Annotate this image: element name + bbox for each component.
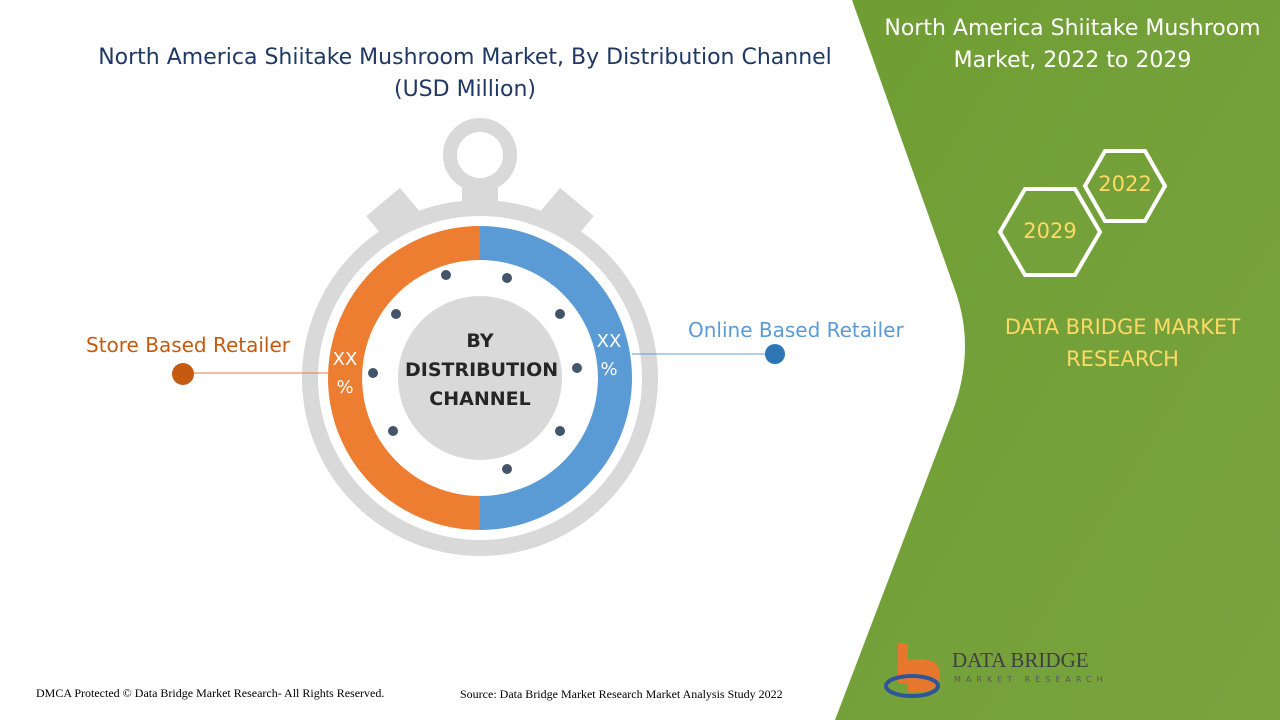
segment-label: Store Based Retailer xyxy=(86,333,291,357)
logo-swoosh xyxy=(884,674,940,698)
side-button xyxy=(538,187,594,243)
connector-dot-online xyxy=(765,344,785,364)
center-disc xyxy=(398,296,562,460)
side-panel-bg xyxy=(835,0,1280,720)
dial-dots xyxy=(368,270,582,474)
segment-store xyxy=(328,226,480,530)
segment-label: Online Based Retailer xyxy=(688,318,904,342)
connector-dot-store xyxy=(172,363,194,385)
logo-name: DATA BRIDGE xyxy=(952,648,1089,672)
title: North America Shiitake Mushroom Market, … xyxy=(98,45,832,102)
year: 2029 xyxy=(1023,219,1077,243)
year: 2022 xyxy=(1098,172,1152,196)
copyright: DMCA Protected © Data Bridge Market Rese… xyxy=(36,686,385,700)
center-label: BY DISTRIBUTION CHANNEL xyxy=(405,330,559,410)
source: Source: Data Bridge Market Research Mark… xyxy=(460,687,783,701)
segment-value: XX % xyxy=(332,349,358,398)
crown-ring xyxy=(443,118,517,192)
side-button xyxy=(366,187,422,243)
logo-icon xyxy=(898,643,908,683)
logo-tagline: MARKET RESEARCH xyxy=(954,675,1108,684)
brand: DATA BRIDGE MARKET RESEARCH xyxy=(1004,315,1241,371)
side-title: North America Shiitake Mushroom Market, … xyxy=(884,16,1261,73)
segment-online xyxy=(480,226,632,530)
hexagon xyxy=(997,187,1103,277)
segment-value: XX % xyxy=(596,331,622,380)
hexagon xyxy=(1082,149,1168,223)
